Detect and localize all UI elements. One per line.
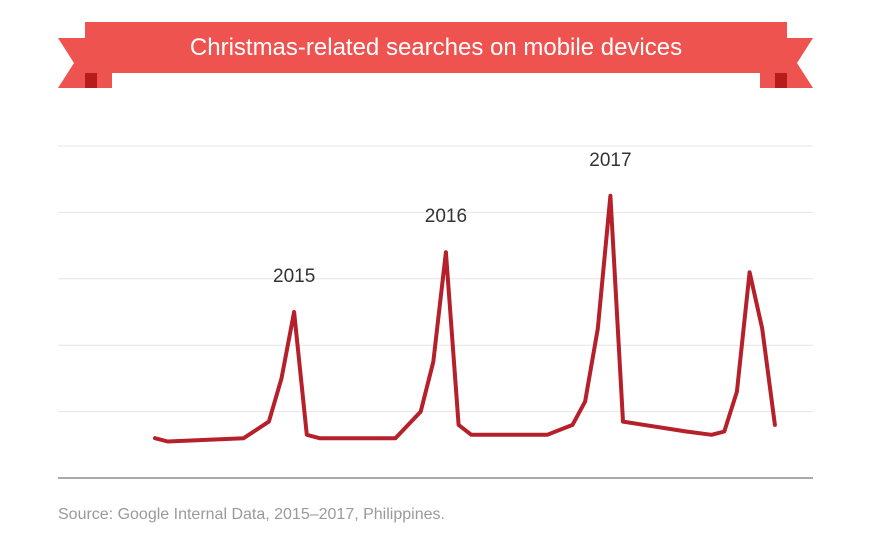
series-group [153,193,777,444]
banner-right-fold [775,73,787,88]
peak-label: 2016 [425,206,467,227]
banner-main [85,22,787,73]
chart-title: Christmas-related searches on mobile dev… [190,34,682,61]
peak-label: 2015 [273,266,315,287]
source-note: Source: Google Internal Data, 2015–2017,… [58,506,445,523]
title-banner: Christmas-related searches on mobile dev… [58,22,813,88]
banner-left-fold [85,73,97,88]
peak-labels: 2015 2016 2017 [273,150,632,287]
series-line [153,193,777,444]
gridlines [58,145,813,413]
peak-label: 2017 [589,150,631,171]
